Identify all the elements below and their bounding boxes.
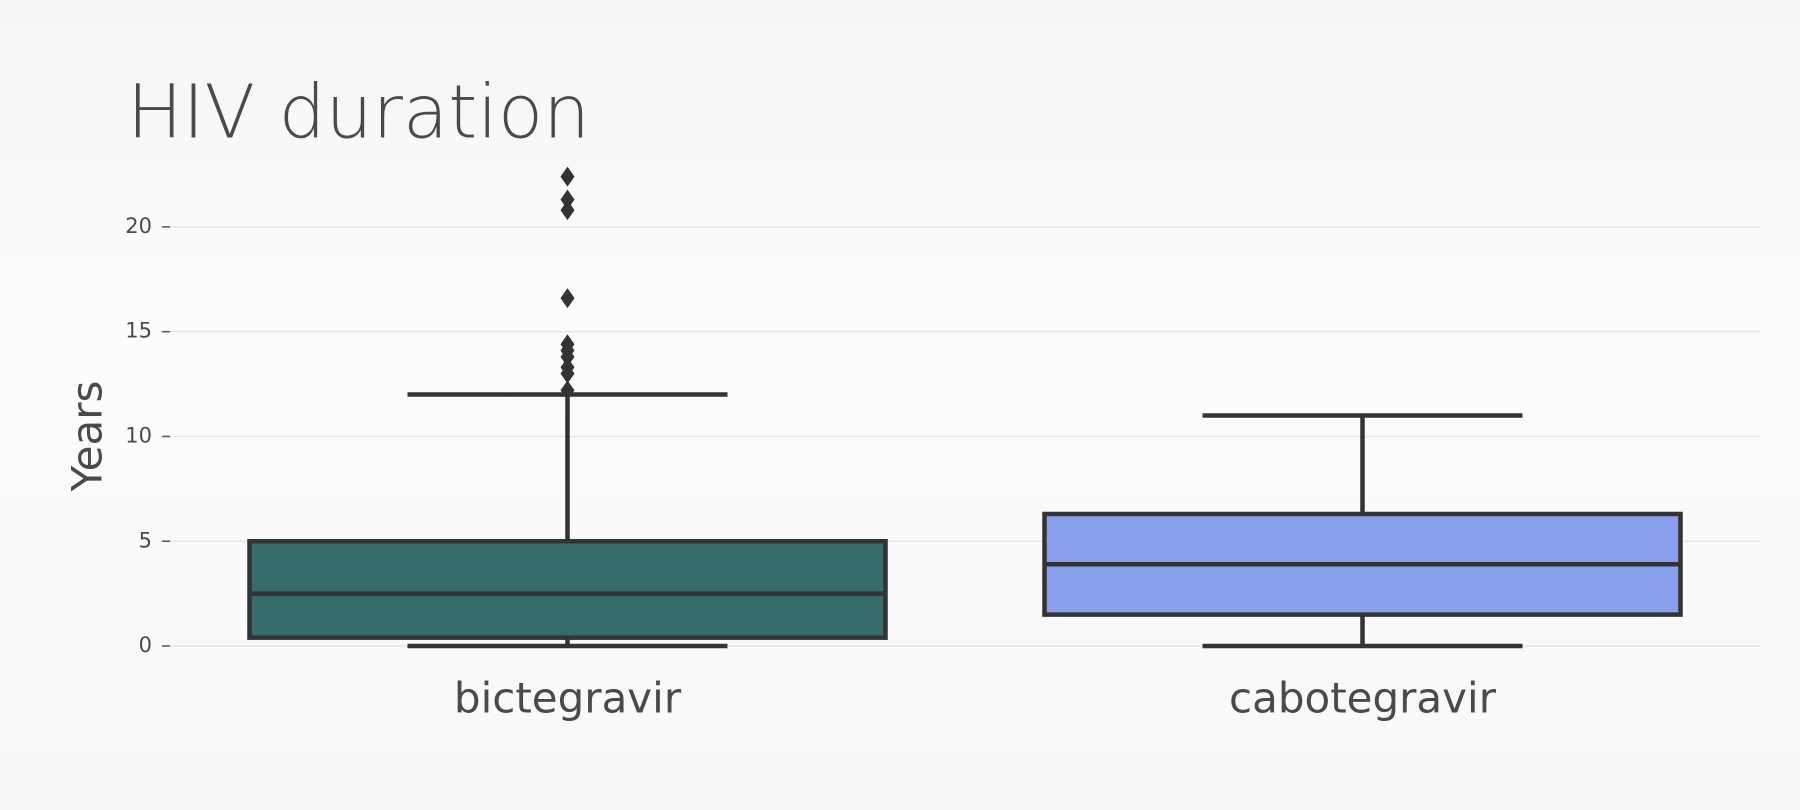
y-tick-label: 20 bbox=[125, 214, 152, 238]
y-tick-label: 0 bbox=[139, 633, 152, 657]
outlier bbox=[560, 200, 575, 221]
y-tick-label: 10 bbox=[125, 423, 152, 447]
outlier bbox=[560, 380, 575, 401]
outlier bbox=[560, 363, 575, 384]
y-tick-label: 5 bbox=[139, 528, 152, 552]
x-tick-label: cabotegravir bbox=[1229, 674, 1497, 723]
y-axis-label: Years bbox=[63, 381, 112, 493]
x-tick-label: bictegravir bbox=[454, 674, 682, 723]
box bbox=[247, 539, 888, 640]
chart-title: HIV duration bbox=[127, 70, 590, 156]
y-tick-label: 15 bbox=[125, 319, 152, 343]
outlier bbox=[560, 288, 575, 309]
outlier bbox=[560, 189, 575, 210]
outlier bbox=[560, 166, 575, 187]
outlier bbox=[560, 346, 575, 367]
